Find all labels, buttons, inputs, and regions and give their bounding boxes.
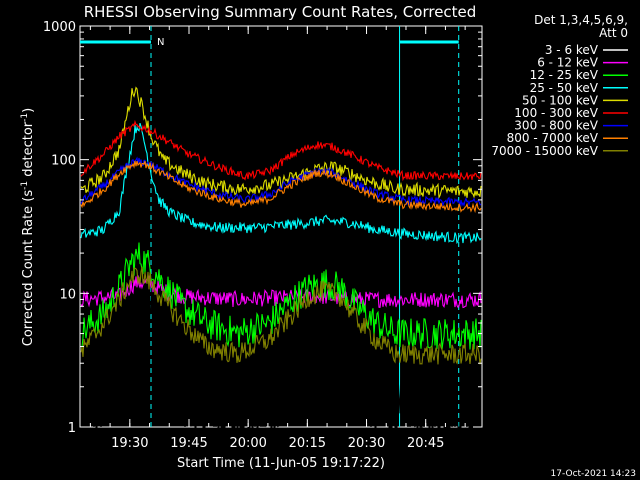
- series-line: [80, 160, 482, 214]
- chart-title: RHESSI Observing Summary Count Rates, Co…: [84, 3, 477, 21]
- x-tick-label: 20:45: [407, 436, 444, 451]
- series-line: [80, 156, 482, 208]
- legend-label: 100 - 300 keV: [514, 106, 598, 120]
- y-axis-label: Corrected Count Rate (s-1 detector-1): [20, 108, 36, 346]
- legend-label: 300 - 800 keV: [514, 119, 598, 133]
- night-marker-label: N: [157, 37, 164, 48]
- y-tick-label: 1: [68, 421, 76, 436]
- axes: 19:30 19:45 20:00 20:15 20:30 20:45 1 10 100 1000: [43, 20, 482, 451]
- legend-header-line2: Att 0: [599, 26, 628, 40]
- series-line: [80, 122, 482, 245]
- x-tick-label: 20:15: [289, 436, 326, 451]
- footer-date: 17-Oct-2021 14:23: [551, 469, 636, 479]
- legend-header-line1: Det 1,3,4,5,6,9,: [534, 13, 628, 27]
- x-tick-label: 20:00: [229, 436, 266, 451]
- y-tick-label: 100: [51, 154, 76, 169]
- legend-label: 50 - 100 keV: [522, 93, 599, 107]
- x-axis-label: Start Time (11-Jun-05 19:17:22): [177, 456, 385, 471]
- y-axis-label-end: ): [21, 108, 36, 113]
- plot-frame: [79, 25, 483, 428]
- legend-label: 800 - 7000 keV: [507, 131, 599, 145]
- series-line: [80, 259, 482, 428]
- y-axis-label-main: Corrected Count Rate (s: [21, 190, 36, 347]
- y-axis-label-mid: detector: [21, 121, 36, 181]
- y-tick-label: 1000: [43, 20, 76, 35]
- legend-label: 7000 - 15000 keV: [491, 144, 598, 158]
- y-axis-label-sup2: -1: [20, 113, 30, 122]
- legend-label: 6 - 12 keV: [537, 56, 599, 70]
- y-tick-label: 10: [59, 287, 76, 302]
- series-line: [80, 266, 482, 365]
- y-axis-label-sup1: -1: [20, 181, 30, 190]
- legend-label: 25 - 50 keV: [530, 81, 599, 95]
- legend-label: 12 - 25 keV: [530, 68, 599, 82]
- series-group: [80, 86, 482, 428]
- x-tick-label: 19:45: [170, 436, 207, 451]
- series-line: [80, 242, 482, 350]
- series-line: [80, 119, 482, 182]
- x-tick-label: 20:30: [348, 436, 385, 451]
- legend-label: 3 - 6 keV: [545, 43, 599, 57]
- x-tick-label: 19:30: [111, 436, 148, 451]
